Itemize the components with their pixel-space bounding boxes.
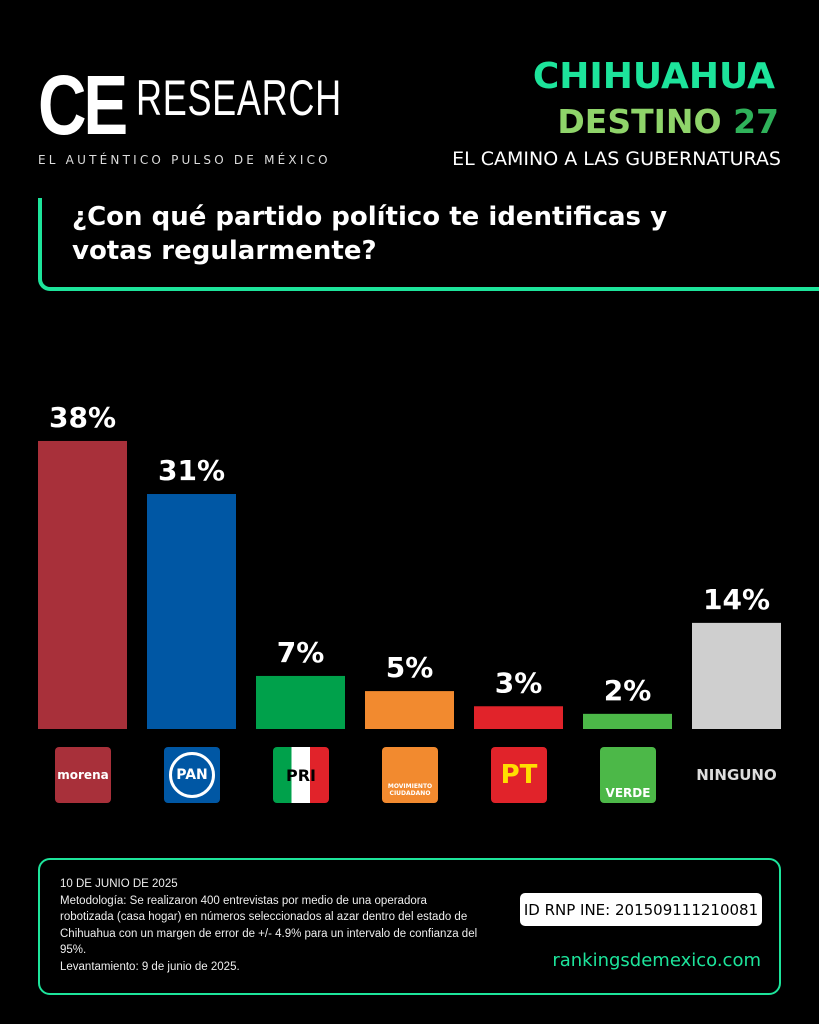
data-label-3: 5% bbox=[386, 651, 434, 684]
bar-2 bbox=[256, 675, 345, 729]
methodology-text: Metodología: Se realizaron 400 entrevist… bbox=[60, 894, 478, 957]
data-label-4: 3% bbox=[495, 666, 543, 699]
series-name: DESTINO bbox=[557, 102, 722, 141]
bar-chart: 38% 31% 7% 5% 3% 2% 14% bbox=[38, 401, 781, 729]
state-title: CHIHUAHUA bbox=[532, 56, 775, 97]
bar-6 bbox=[692, 622, 781, 729]
website-link[interactable]: rankingsdemexico.com bbox=[552, 950, 761, 971]
subtitle: EL CAMINO A LAS GUBERNATURAS bbox=[452, 148, 781, 170]
bar-5 bbox=[583, 713, 672, 729]
logo-research: RESEARCH bbox=[136, 70, 342, 126]
rnp-id: ID RNP INE: 201509111210081 bbox=[520, 893, 762, 926]
pri-logo: PRI bbox=[273, 747, 329, 803]
question-frame bbox=[38, 198, 819, 291]
tagline: EL AUTÉNTICO PULSO DE MÉXICO bbox=[38, 153, 331, 167]
bar-0 bbox=[38, 440, 127, 729]
data-label-0: 38% bbox=[49, 401, 116, 434]
bar-1 bbox=[147, 494, 236, 729]
pt-logo: PT bbox=[491, 747, 547, 803]
series-title: DESTINO 27 bbox=[557, 102, 779, 141]
fieldwork-date: Levantamiento: 9 de junio de 2025. bbox=[60, 960, 240, 973]
survey-date: 10 DE JUNIO DE 2025 bbox=[60, 878, 178, 890]
ninguno-label: NINGUNO bbox=[696, 766, 777, 784]
morena-logo: morena bbox=[55, 747, 111, 803]
methodology: 10 DE JUNIO DE 2025 Metodología: Se real… bbox=[60, 876, 480, 975]
verde-logo: VERDE bbox=[600, 747, 656, 803]
footer-box bbox=[38, 858, 781, 995]
bar-3 bbox=[365, 691, 454, 729]
data-label-2: 7% bbox=[277, 636, 325, 669]
question: ¿Con qué partido político te identificas… bbox=[72, 202, 668, 266]
data-label-1: 31% bbox=[158, 454, 225, 487]
bar-4 bbox=[474, 706, 563, 729]
logo-ce: CE bbox=[38, 58, 128, 152]
ce-research-logo: CE RESEARCH bbox=[38, 58, 341, 152]
data-label-6: 14% bbox=[703, 583, 770, 616]
series-number: 27 bbox=[733, 102, 779, 141]
mc-logo: MOVIMIENTO CIUDADANO bbox=[382, 747, 438, 803]
data-label-5: 2% bbox=[604, 674, 652, 707]
pan-logo: PAN bbox=[164, 747, 220, 803]
